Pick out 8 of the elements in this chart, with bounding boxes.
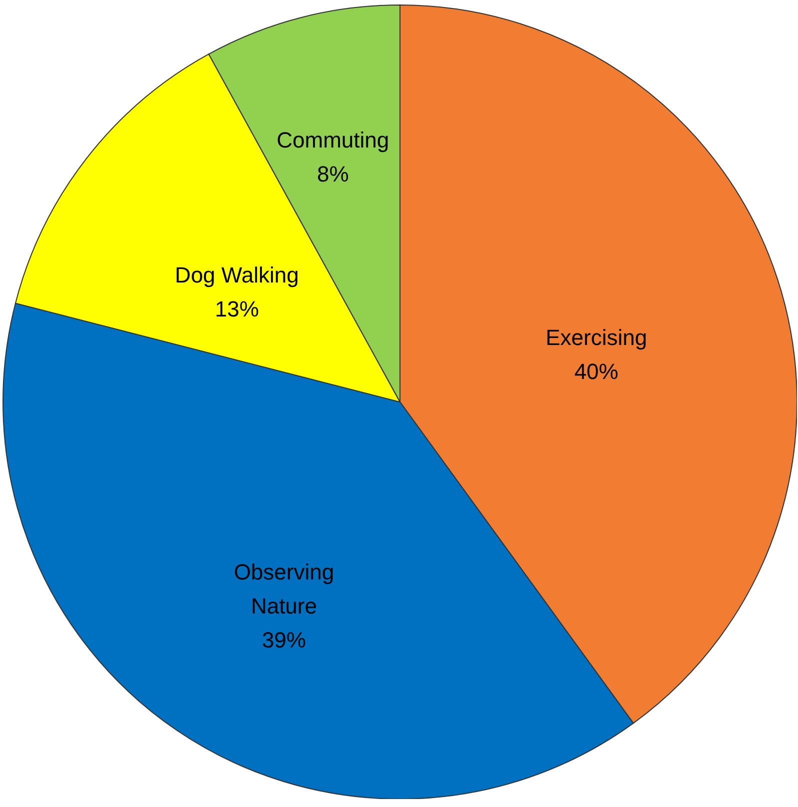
- slice-label: Dog Walking: [174, 262, 299, 288]
- data-label: 39%: [262, 628, 306, 653]
- data-label: 8%: [316, 162, 349, 187]
- data-label: 40%: [574, 359, 618, 384]
- slice-label: Commuting: [276, 128, 390, 153]
- slice-label: Observing Nature: [234, 560, 334, 619]
- slice-label: Exercising: [546, 325, 648, 350]
- data-label: 13%: [214, 296, 259, 322]
